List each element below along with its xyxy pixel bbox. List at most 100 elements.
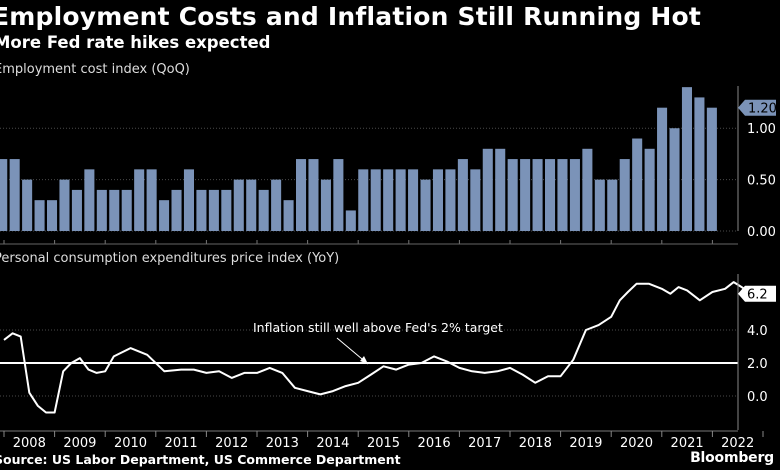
- top-panel-title: Employment cost index (QoQ): [0, 62, 190, 77]
- ecl-bar: [258, 189, 269, 231]
- ecl-bar: [345, 210, 356, 231]
- x-tick-label: 2011: [165, 436, 198, 451]
- chart-title: Employment Costs and Inflation Still Run…: [0, 2, 701, 31]
- line-y-tick-label: 0.0: [747, 390, 768, 405]
- pce-line: [3, 281, 752, 414]
- ecl-bar: [669, 128, 680, 231]
- ecl-bar: [308, 159, 319, 231]
- ecl-bar: [271, 179, 282, 231]
- ecl-bar: [482, 148, 493, 231]
- bar-series: [0, 87, 717, 232]
- ecl-bar: [432, 169, 443, 231]
- bar-latest-value: 1.20: [748, 102, 777, 117]
- bloomberg-logo: Bloomberg: [690, 450, 774, 466]
- ecl-bar: [594, 179, 605, 231]
- line-series: [3, 281, 752, 414]
- line-y-tick-label: 4.0: [747, 324, 768, 339]
- ecl-bar: [296, 159, 307, 231]
- ecl-bar: [657, 107, 668, 231]
- ecl-bar: [233, 179, 244, 231]
- bar-y-tick-label: 0.50: [747, 174, 776, 189]
- x-tick-label: 2019: [569, 436, 602, 451]
- ecl-bar: [632, 138, 643, 231]
- line-latest-callout: [738, 285, 776, 302]
- ecl-bar: [196, 189, 207, 231]
- ecl-bar: [358, 169, 369, 231]
- ecl-bar: [420, 179, 431, 231]
- x-tick-label: 2016: [418, 436, 451, 451]
- source-note: Source: US Labor Department, US Commerce…: [0, 452, 401, 467]
- x-tick-label: 2020: [620, 436, 653, 451]
- bar-latest-callout: [738, 99, 776, 116]
- ecl-bar: [582, 148, 593, 231]
- ecl-bar: [333, 159, 344, 231]
- ecl-bar: [183, 169, 194, 231]
- ecl-bar: [22, 179, 33, 231]
- bar-y-tick-label: 1.00: [747, 122, 776, 137]
- ecl-bar: [619, 159, 630, 231]
- x-tick-label: 2009: [63, 436, 96, 451]
- line-y-tick-label: 2.0: [747, 357, 768, 372]
- ecl-bar: [71, 189, 82, 231]
- ecl-bar: [134, 169, 145, 231]
- ecl-bar: [159, 200, 170, 231]
- ecl-bar: [557, 159, 568, 231]
- x-tick-label: 2013: [266, 436, 299, 451]
- ecl-bar: [9, 159, 20, 231]
- line-y-axis: 0.0 2.0 4.0 6.2: [737, 274, 776, 430]
- ecl-bar: [457, 159, 468, 231]
- ecl-bar: [706, 107, 717, 231]
- ecl-bar: [208, 189, 219, 231]
- ecl-bar: [221, 189, 232, 231]
- ecl-bar: [607, 179, 618, 231]
- ecl-bar: [681, 87, 692, 231]
- ecl-bar: [520, 159, 531, 231]
- ecl-bar: [146, 169, 157, 231]
- ecl-bar: [395, 169, 406, 231]
- x-tick-label: 2022: [721, 436, 754, 451]
- x-tick-label: 2018: [519, 436, 552, 451]
- bar-y-axis: 0.00 0.50 1.00 1.20: [737, 86, 777, 240]
- ecl-bar: [532, 159, 543, 231]
- x-tick-label: 2010: [114, 436, 147, 451]
- bottom-panel-title: Personal consumption expenditures price …: [0, 251, 340, 266]
- ecl-bar: [121, 189, 132, 231]
- ecl-bar: [408, 169, 419, 231]
- x-tick-label: 2012: [215, 436, 248, 451]
- ecl-bar: [370, 169, 381, 231]
- target-annotation: Inflation still well above Fed's 2% targ…: [253, 320, 503, 365]
- x-axis: 2008 2009 2010 2011 2012 2013 2014 2015 2016 2017…: [0, 430, 764, 451]
- ecl-bar: [569, 159, 580, 231]
- ecl-bar: [246, 179, 257, 231]
- x-tick-label: 2008: [13, 436, 46, 451]
- line-gridlines: [0, 329, 738, 397]
- ecl-bar: [644, 148, 655, 231]
- line-latest-value: 6.2: [747, 288, 768, 303]
- ecl-bar: [109, 189, 120, 231]
- ecl-bar: [59, 179, 70, 231]
- ecl-bar: [445, 169, 456, 231]
- ecl-bar: [171, 189, 182, 231]
- annotation-arrowhead: [360, 356, 368, 364]
- ecl-bar: [84, 169, 95, 231]
- ecl-bar: [96, 189, 107, 231]
- ecl-bar: [507, 159, 518, 231]
- x-tick-label: 2021: [671, 436, 704, 451]
- ecl-bar: [694, 97, 705, 232]
- ecl-bar: [495, 148, 506, 231]
- x-tick-label: 2014: [316, 436, 349, 451]
- ecl-bar: [383, 169, 394, 231]
- ecl-bar: [34, 200, 45, 231]
- ecl-bar: [0, 159, 8, 231]
- bar-y-tick-label: 0.00: [747, 225, 776, 240]
- ecl-bar: [283, 200, 294, 231]
- ecl-bar: [320, 179, 331, 231]
- chart-subtitle: More Fed rate hikes expected: [0, 33, 271, 52]
- x-tick-label: 2015: [367, 436, 400, 451]
- ecl-bar: [470, 169, 481, 231]
- ecl-bar: [47, 200, 58, 231]
- x-tick-label: 2017: [468, 436, 501, 451]
- ecl-bar: [545, 159, 556, 231]
- annotation-text: Inflation still well above Fed's 2% targ…: [253, 320, 503, 335]
